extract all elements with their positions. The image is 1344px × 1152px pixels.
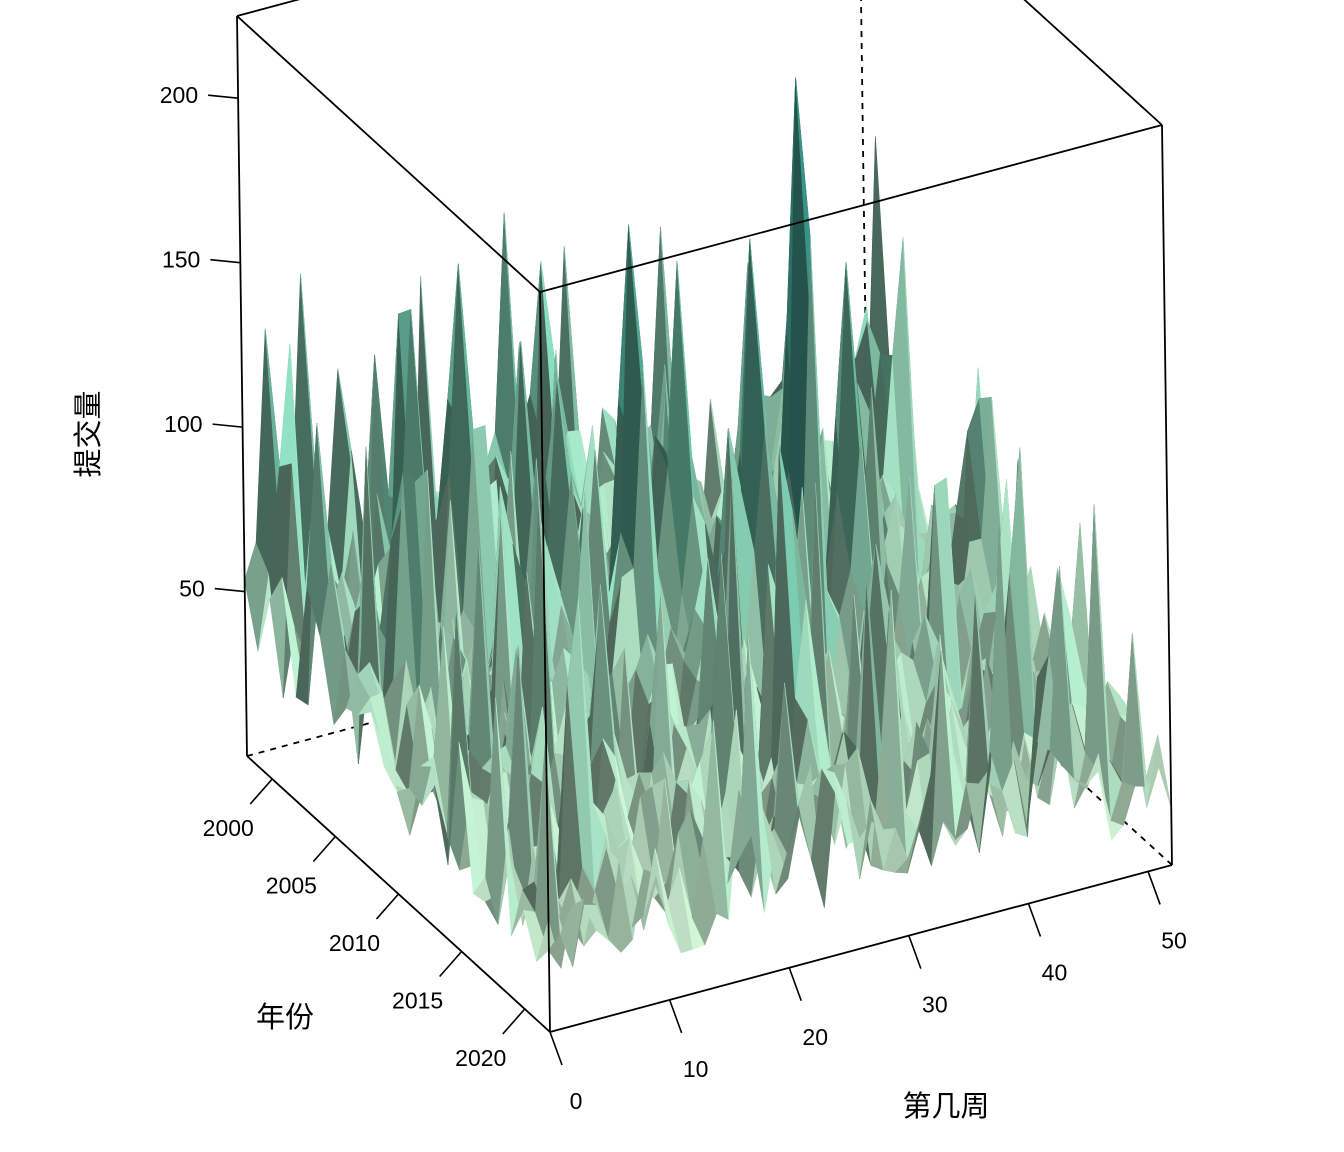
box-edge-right-vertical	[1161, 124, 1173, 866]
x-tick-mark	[668, 999, 683, 1034]
y-axis-title: 年份	[256, 1000, 314, 1034]
x-tick-mark	[788, 967, 802, 1002]
y-tick-mark	[502, 1008, 526, 1035]
box-edge-top-front	[539, 124, 1163, 293]
y-tick-label: 2015	[392, 988, 443, 1014]
y-tick-label: 2005	[266, 873, 317, 899]
z-axis-title: 提交量	[71, 390, 105, 477]
y-tick-mark	[249, 778, 273, 805]
y-tick-label: 2010	[329, 930, 380, 956]
z-tick-label: 100	[164, 411, 202, 437]
x-tick-mark	[1027, 903, 1042, 937]
x-tick-label: 50	[1161, 927, 1187, 953]
y-tick-mark	[312, 835, 336, 863]
box-edge-front-vertical	[539, 291, 551, 1033]
x-tick-mark	[549, 1031, 563, 1066]
z-tick-mark	[210, 258, 241, 264]
x-tick-label: 0	[570, 1088, 583, 1114]
box-edge-left-vertical	[236, 15, 248, 757]
box-edge-top-back	[236, 0, 301, 17]
x-tick-label: 10	[683, 1056, 709, 1082]
x-tick-mark	[908, 935, 922, 969]
axis-ticks: 0 10 20 30 40 50 2000 2005 2010 2015 2020 50 100 150 2…	[160, 82, 1187, 1114]
x-tick-mark	[1147, 871, 1161, 905]
z-tick-mark	[212, 423, 243, 428]
box-edge-top-right	[1023, 0, 1163, 126]
y-tick-mark	[439, 950, 463, 978]
z-tick-label: 200	[160, 82, 198, 108]
z-tick-label: 150	[162, 247, 200, 273]
z-tick-mark	[214, 587, 245, 593]
x-tick-label: 40	[1042, 960, 1068, 986]
box-edge-front-bottom	[549, 864, 1173, 1033]
x-axis-title: 第几周	[902, 1089, 989, 1123]
z-tick-label: 50	[179, 576, 205, 602]
x-tick-label: 30	[922, 992, 948, 1018]
y-tick-mark	[375, 893, 400, 920]
box-edge-top-left	[236, 15, 541, 293]
z-tick-mark	[208, 94, 239, 100]
y-tick-label: 2020	[455, 1045, 506, 1071]
y-tick-label: 2000	[203, 815, 254, 841]
x-tick-label: 20	[802, 1024, 828, 1050]
box-front-edges	[236, 0, 1173, 1033]
surface-plot	[244, 77, 1172, 969]
